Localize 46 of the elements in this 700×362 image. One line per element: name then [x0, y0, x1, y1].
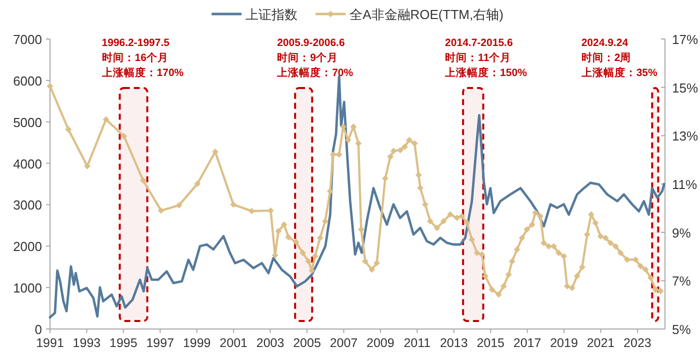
y-tick-label: 4000 [13, 156, 42, 172]
band-label: 2024.9.24 [581, 37, 628, 49]
x-tick-label: 1997 [146, 336, 174, 350]
annotation: 上涨幅度：35% [580, 66, 658, 79]
annotation: 时间：16个月 [102, 51, 168, 64]
x-tick-label: 1991 [36, 336, 64, 350]
band-label: 2005.9-2006.6 [277, 37, 345, 49]
x-tick-label: 1999 [182, 336, 211, 350]
y2-tick-label: 5% [672, 322, 692, 337]
annotation: 时间：11个月 [445, 51, 512, 64]
annotation: 上涨幅度：70% [276, 66, 354, 79]
x-tick-label: 1995 [110, 336, 138, 350]
x-tick-label: 2015 [476, 336, 505, 350]
y2-tick-label: 9% [672, 225, 692, 240]
y-tick-label: 7000 [13, 32, 42, 47]
annotation: 上涨幅度：150% [444, 66, 528, 79]
x-tick-label: 2017 [513, 336, 542, 350]
x-tick-label: 2003 [256, 336, 284, 350]
y-tick-label: 5000 [13, 114, 42, 130]
y-tick-label: 1000 [13, 280, 42, 296]
annotation: 上涨幅度：170% [100, 66, 184, 79]
x-tick-label: 2005 [293, 336, 321, 350]
x-tick-label: 2007 [330, 336, 358, 350]
y-tick-label: 2000 [13, 239, 42, 254]
y2-tick-label: 7% [672, 274, 692, 289]
band-label: 2014.7-2015.6 [445, 37, 513, 49]
y-tick-label: 6000 [13, 73, 42, 88]
x-tick-label: 2009 [366, 336, 394, 350]
annotation: 时间：2周 [581, 51, 632, 64]
x-tick-label: 2021 [586, 336, 615, 350]
annotation: 时间：9个月 [277, 51, 338, 64]
legend-label: 上证指数 [246, 7, 298, 22]
x-tick-label: 2001 [220, 336, 248, 350]
y2-tick-label: 15% [672, 80, 698, 96]
y2-tick-label: 11% [672, 177, 698, 192]
x-tick-label: 2023 [624, 336, 652, 350]
band-label: 1996.2-1997.5 [102, 37, 170, 49]
x-tick-label: 2011 [404, 336, 431, 350]
legend-label: 全A非金融ROE(TTM,右轴) [350, 7, 504, 22]
x-tick-label: 2013 [440, 336, 468, 350]
x-tick-label: 2019 [550, 336, 578, 350]
x-tick-label: 1993 [72, 336, 101, 350]
y-tick-label: 0 [34, 322, 42, 337]
y2-tick-label: 17% [672, 32, 698, 47]
y-tick-label: 3000 [13, 198, 42, 213]
y2-tick-label: 13% [672, 128, 698, 144]
